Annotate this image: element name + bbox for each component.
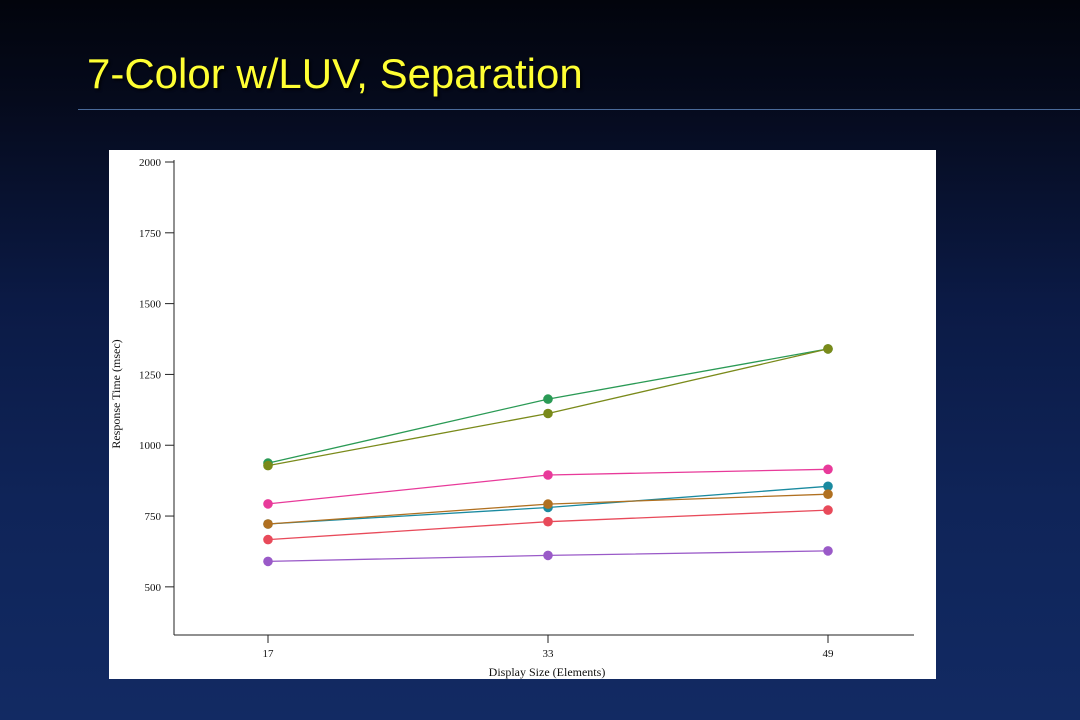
data-point [823,489,833,500]
data-point [543,470,553,480]
chart-panel: 500 750 1000 1250 1500 1750 2000 17 33 49 Display… [109,150,936,679]
data-point [263,534,273,545]
series-3 [263,464,833,509]
y-tick-label: 2000 [139,157,162,169]
data-point [823,464,833,475]
data-point [823,344,833,354]
y-tick-label: 1000 [139,440,162,452]
y-tick-label: 750 [145,511,162,523]
data-point [543,394,553,404]
data-point [543,516,553,527]
series-1 [263,344,833,468]
series-2 [263,344,833,471]
x-tick-label: 49 [823,648,835,660]
series-line [267,348,829,464]
axes: 500 750 1000 1250 1500 1750 2000 17 33 49 [139,157,914,660]
y-tick-label: 1750 [139,228,162,240]
data-point [543,499,553,509]
y-tick-label: 1500 [139,299,162,311]
series-6 [263,505,833,545]
series-7 [263,546,833,567]
y-tick-label: 1250 [139,369,162,381]
line-chart: 500 750 1000 1250 1500 1750 2000 17 33 49 Display… [109,157,914,679]
data-point [263,556,273,567]
series-group [263,344,833,567]
y-tick-label: 500 [145,582,162,594]
data-point [543,550,553,561]
data-point [263,519,273,529]
data-point [263,499,273,509]
x-tick-label: 33 [543,648,555,660]
x-tick-label: 17 [263,648,275,660]
data-point [263,460,273,471]
series-line [267,348,829,467]
y-axis-title: Response Time (msec) [109,339,123,448]
x-axis-title: Display Size (Elements) [489,665,606,679]
title-divider [78,109,1080,110]
data-point [823,505,833,515]
slide-title: 7-Color w/LUV, Separation [87,50,583,97]
data-point [823,546,833,556]
data-point [543,408,553,419]
series-5 [263,489,833,529]
data-point [823,481,833,492]
